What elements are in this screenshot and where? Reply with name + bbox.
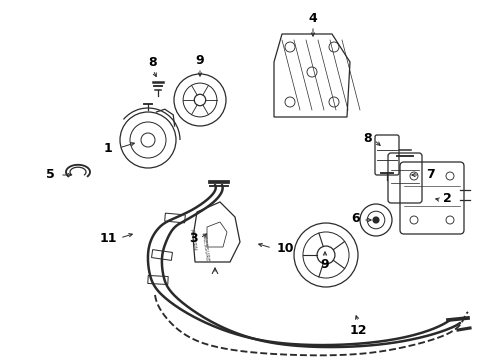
Text: PRESSURE: PRESSURE — [200, 234, 209, 262]
Text: 9: 9 — [320, 258, 329, 271]
Text: 9: 9 — [196, 54, 204, 67]
Text: 6: 6 — [352, 211, 360, 225]
Text: 8: 8 — [148, 55, 157, 68]
Circle shape — [373, 217, 379, 223]
Text: 7: 7 — [426, 168, 434, 181]
Text: 11: 11 — [99, 231, 117, 244]
Text: 3: 3 — [189, 231, 197, 244]
Text: 12: 12 — [349, 324, 367, 337]
Text: 1: 1 — [103, 141, 112, 154]
Text: 4: 4 — [309, 12, 318, 24]
Text: 5: 5 — [46, 168, 54, 181]
Bar — [151, 249, 172, 260]
Bar — [148, 275, 168, 284]
Text: 2: 2 — [442, 192, 451, 204]
Text: RETURN: RETURN — [189, 229, 197, 251]
Text: 10: 10 — [276, 242, 294, 255]
Bar — [165, 213, 185, 223]
Text: 8: 8 — [364, 131, 372, 144]
